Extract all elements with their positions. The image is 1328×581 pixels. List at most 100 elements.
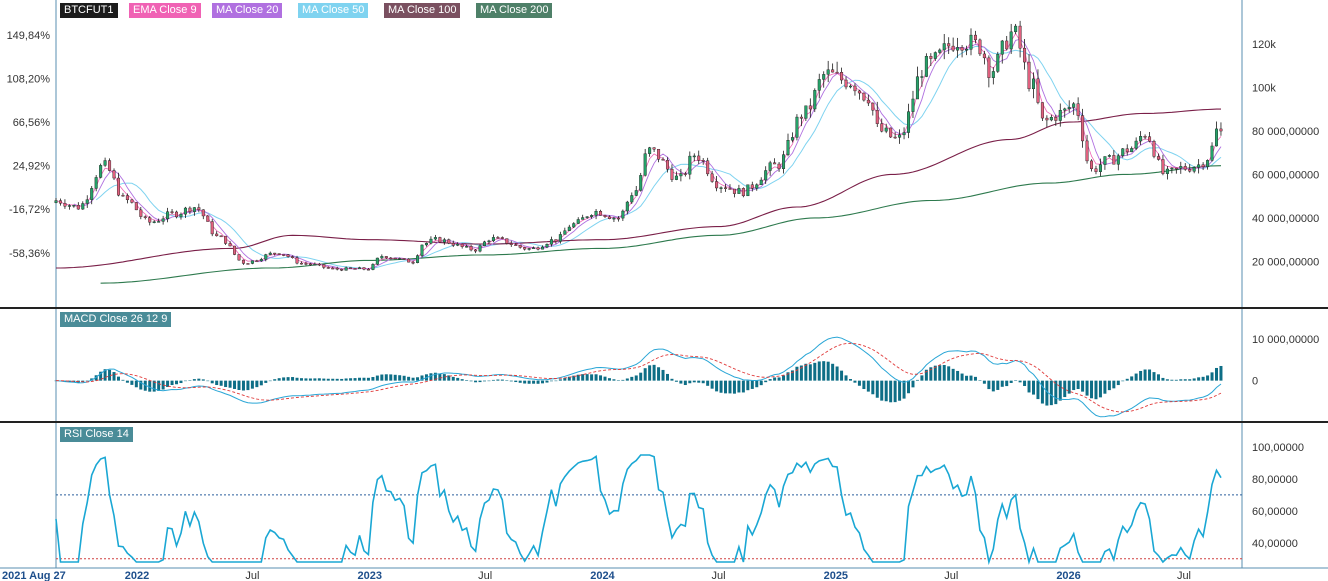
candle <box>134 202 138 211</box>
candle <box>112 168 116 181</box>
x-axis-tick: 2025 <box>824 570 848 581</box>
candle <box>81 201 85 210</box>
candle <box>1009 23 1013 54</box>
legend-ma200[interactable]: MA Close 200 <box>476 3 553 18</box>
candle <box>558 231 562 244</box>
candle-body <box>1072 103 1076 108</box>
macd-histogram-bar <box>1134 373 1138 381</box>
macd-histogram-bar <box>844 375 848 381</box>
candle-body <box>433 237 437 240</box>
legend-ma100[interactable]: MA Close 100 <box>384 3 461 18</box>
candle-body <box>85 199 89 204</box>
candle <box>679 168 683 182</box>
legend-ma50[interactable]: MA Close 50 <box>298 3 369 18</box>
candle <box>991 67 995 85</box>
candle-body <box>1148 136 1152 142</box>
candle <box>197 203 201 213</box>
candle-body <box>969 34 973 50</box>
macd-histogram-bar <box>1045 380 1049 406</box>
candle <box>224 235 228 245</box>
rsi-right-tick: 40,00000 <box>1252 538 1298 550</box>
candle <box>1143 134 1147 140</box>
candle <box>902 127 906 140</box>
candle-body <box>478 245 482 252</box>
candle <box>898 129 902 144</box>
candle-body <box>532 247 536 249</box>
candle <box>241 259 245 265</box>
macd-histogram-bar <box>1161 377 1165 381</box>
candle <box>657 148 661 163</box>
legend-macd[interactable]: MACD Close 26 12 9 <box>60 312 172 327</box>
candle <box>1094 165 1098 175</box>
legend-ma20[interactable]: MA Close 20 <box>212 3 283 18</box>
macd-signal-line <box>55 342 1222 413</box>
candle <box>683 171 687 177</box>
candle-body <box>299 262 303 265</box>
macd-histogram-bar <box>148 380 152 392</box>
macd-histogram-bar <box>777 377 781 381</box>
candle <box>447 238 451 245</box>
macd-histogram-bar <box>790 370 794 381</box>
candle-body <box>911 98 915 112</box>
price-panel <box>54 20 1223 284</box>
candle <box>947 37 951 54</box>
candle-body <box>1210 145 1214 161</box>
candle-body <box>956 47 960 51</box>
candle <box>706 157 710 177</box>
candle <box>777 161 781 172</box>
macd-histogram-bar <box>166 380 170 387</box>
candle <box>942 34 946 60</box>
candle-body <box>683 173 687 175</box>
candle-body <box>1076 103 1080 116</box>
candle-body <box>380 256 384 259</box>
candle <box>206 214 210 222</box>
candle <box>389 257 393 260</box>
candle <box>639 172 643 192</box>
macd-histogram-bar <box>295 377 299 381</box>
macd-histogram-bar <box>835 366 839 381</box>
macd-histogram-bar <box>398 375 402 381</box>
candle <box>759 177 763 185</box>
candle <box>545 243 549 249</box>
macd-histogram-bar <box>871 380 875 395</box>
candle-body <box>130 199 134 203</box>
candle-body <box>746 184 750 197</box>
candle <box>866 94 870 107</box>
candle-body <box>487 240 491 243</box>
macd-histogram-bar <box>1027 380 1031 393</box>
candle-body <box>179 213 183 218</box>
macd-histogram-bar <box>175 380 179 385</box>
legend-rsi[interactable]: RSI Close 14 <box>60 427 133 442</box>
price-left-tick: 149,84% <box>7 30 51 42</box>
legend-symbol[interactable]: BTCFUT1 <box>60 3 118 18</box>
candle-body <box>389 257 393 260</box>
macd-histogram-bar <box>915 379 919 381</box>
macd-histogram-bar <box>116 376 120 381</box>
candle <box>688 151 692 180</box>
candle <box>746 184 750 197</box>
macd-line <box>55 336 1222 418</box>
candle <box>139 206 143 220</box>
candle <box>572 222 576 229</box>
candle-body <box>139 209 143 217</box>
candle <box>125 193 129 204</box>
candle <box>701 158 705 165</box>
macd-histogram-bar <box>233 380 237 389</box>
macd-histogram-bar <box>438 373 442 381</box>
candle-body <box>469 246 473 251</box>
candle-body <box>250 260 254 264</box>
candle-body <box>313 263 317 266</box>
candle-body <box>420 244 424 256</box>
candle <box>424 242 428 247</box>
macd-histogram-bar <box>1103 380 1107 394</box>
candle <box>308 262 312 266</box>
macd-histogram-bar <box>701 380 705 384</box>
candle-body <box>1121 148 1125 156</box>
candle-body <box>197 207 201 210</box>
candle <box>996 51 1000 73</box>
macd-histogram-bar <box>545 380 549 383</box>
candle-body <box>643 153 647 176</box>
candle-body <box>331 267 335 270</box>
legend-ema9[interactable]: EMA Close 9 <box>129 3 201 18</box>
candle <box>1031 72 1035 99</box>
